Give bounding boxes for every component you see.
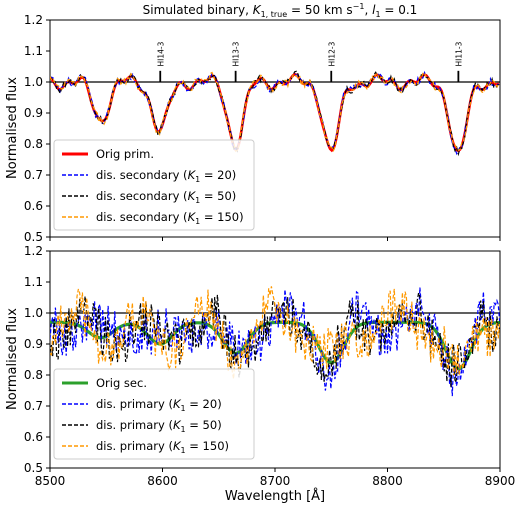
y-tick-label: 0.7 (24, 399, 43, 413)
series-line (50, 70, 500, 156)
bottom-ticks: 8500 8600 8700 8800 8900 0.5 0.6 0.7 0.8 0.9 1.0 1.… (24, 244, 515, 488)
top-line-markers: HI14-3 HI13-3 HI12-3 HI11-3 (156, 41, 463, 82)
top-panel: 0.50.60.70.80.91.01.11.2 HI14-3 HI13-3 HI1… (5, 13, 501, 244)
line-marker-label: HI12-3 (327, 41, 336, 66)
legend-label: Orig prim. (96, 147, 154, 161)
chart-title: Simulated binary, K1, true = 50 km s−1, … (143, 2, 418, 19)
legend-label: dis. secondary (K1 = 150) (96, 210, 244, 226)
legend-label: dis. primary (K1 = 20) (96, 397, 222, 413)
y-tick-label: 0.7 (24, 168, 43, 182)
legend-label: dis. primary (K1 = 50) (96, 418, 222, 434)
y-tick-label: 0.9 (24, 337, 43, 351)
x-tick-label: 8500 (35, 474, 66, 488)
legend-label: dis. primary (K1 = 150) (96, 439, 229, 455)
line-marker-label: HI13-3 (232, 41, 241, 66)
bottom-legend: Orig sec. dis. primary (K1 = 20) dis. prim… (53, 368, 255, 460)
line-marker-label: HI14-3 (156, 41, 165, 66)
y-tick-label: 1.1 (24, 275, 43, 289)
y-tick-label: 0.6 (24, 199, 43, 213)
top-y-axis-label: Normalised flux (5, 77, 20, 179)
legend-label: dis. secondary (K1 = 50) (96, 189, 236, 205)
y-tick-label: 0.5 (24, 461, 43, 475)
x-axis-label: Wavelength [Å] (225, 488, 325, 504)
series-line (50, 70, 500, 157)
bottom-y-axis-label: Normalised flux (5, 308, 20, 410)
y-tick-label: 0.8 (24, 137, 43, 151)
x-tick-label: 8700 (260, 474, 291, 488)
bottom-panel: 8500 8600 8700 8800 8900 0.5 0.6 0.7 0.8 0.9 1.0 1.… (5, 244, 515, 488)
legend-label: dis. secondary (K1 = 20) (96, 168, 236, 184)
y-tick-label: 1.2 (24, 13, 43, 27)
series-line (50, 286, 500, 380)
y-tick-label: 0.6 (24, 430, 43, 444)
y-tick-label: 1.0 (24, 75, 43, 89)
legend-box (53, 368, 255, 460)
legend-label: Orig sec. (96, 376, 147, 390)
bottom-series-lines (50, 286, 500, 397)
line-marker-label: HI11-3 (454, 41, 463, 66)
y-tick-label: 0.5 (24, 230, 43, 244)
top-legend: Orig prim. dis. secondary (K1 = 20) dis. s… (53, 139, 255, 231)
series-line (50, 287, 500, 397)
y-tick-label: 1.0 (24, 306, 43, 320)
series-line (50, 71, 500, 153)
y-tick-label: 1.2 (24, 244, 43, 258)
legend-box (53, 139, 255, 231)
top-series-lines (50, 70, 500, 157)
y-tick-label: 0.8 (24, 368, 43, 382)
y-tick-label: 1.1 (24, 44, 43, 58)
top-ticks: 0.5 0.6 0.7 0.8 0.9 1.0 1.1 1.2 (24, 13, 501, 244)
x-tick-label: 8800 (372, 474, 403, 488)
x-tick-label: 8600 (147, 474, 178, 488)
y-tick-label: 0.9 (24, 106, 43, 120)
x-tick-label: 8900 (485, 474, 516, 488)
